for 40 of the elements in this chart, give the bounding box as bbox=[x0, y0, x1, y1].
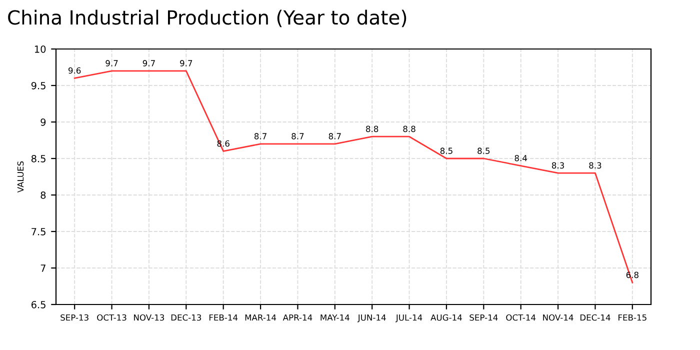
data-label: 8.5 bbox=[440, 148, 452, 154]
x-tick-label: MAY-14 bbox=[320, 314, 350, 321]
y-tick-label: 10 bbox=[34, 45, 46, 53]
data-label: 9.7 bbox=[142, 60, 155, 66]
y-tick-label: 6.5 bbox=[31, 300, 46, 308]
data-label: 8.7 bbox=[254, 133, 266, 140]
x-tick-label: DEC-13 bbox=[171, 314, 202, 321]
x-tick-label: FEB-14 bbox=[209, 314, 238, 321]
y-tick-label: 8.5 bbox=[31, 154, 46, 162]
chart-title: China Industrial Production (Year to date) bbox=[8, 10, 406, 28]
y-tick-label: 8 bbox=[40, 191, 46, 199]
data-label: 8.4 bbox=[514, 154, 528, 162]
y-tick-label: 9.5 bbox=[31, 82, 46, 90]
x-tick-label: JUN-14 bbox=[357, 314, 386, 322]
x-tick-label: SEP-13 bbox=[60, 314, 88, 321]
data-label: 9.7 bbox=[180, 60, 192, 66]
data-label: 8.8 bbox=[403, 126, 416, 132]
x-tick-label: OCT-14 bbox=[506, 314, 536, 321]
data-label: 9.7 bbox=[106, 60, 118, 66]
data-label: 9.6 bbox=[68, 67, 81, 74]
data-label: 8.7 bbox=[292, 133, 304, 140]
x-tick-label: APR-14 bbox=[282, 314, 312, 321]
x-tick-label: MAR-14 bbox=[245, 314, 276, 321]
data-label: 8.3 bbox=[589, 162, 602, 169]
data-label: 8.5 bbox=[478, 148, 490, 154]
data-label: 8.7 bbox=[328, 133, 341, 140]
x-tick-label: FEB-15 bbox=[618, 314, 646, 321]
x-tick-label: NOV-14 bbox=[543, 314, 574, 321]
y-tick-label: 7 bbox=[40, 264, 46, 272]
x-tick-label: OCT-13 bbox=[97, 314, 126, 321]
x-tick-label: DEC-14 bbox=[580, 314, 610, 321]
data-label: 8.3 bbox=[552, 162, 564, 169]
y-tick-label: 9 bbox=[40, 118, 46, 126]
y-tick-label: 7.5 bbox=[32, 228, 46, 236]
y-axis-title: VALUES bbox=[17, 161, 24, 193]
x-tick-label: SEP-14 bbox=[470, 314, 498, 321]
data-label: 8.8 bbox=[366, 126, 378, 132]
x-tick-label: AUG-14 bbox=[430, 314, 462, 321]
x-tick-label: NOV-13 bbox=[134, 314, 164, 321]
x-tick-label: JUL-14 bbox=[396, 314, 422, 322]
